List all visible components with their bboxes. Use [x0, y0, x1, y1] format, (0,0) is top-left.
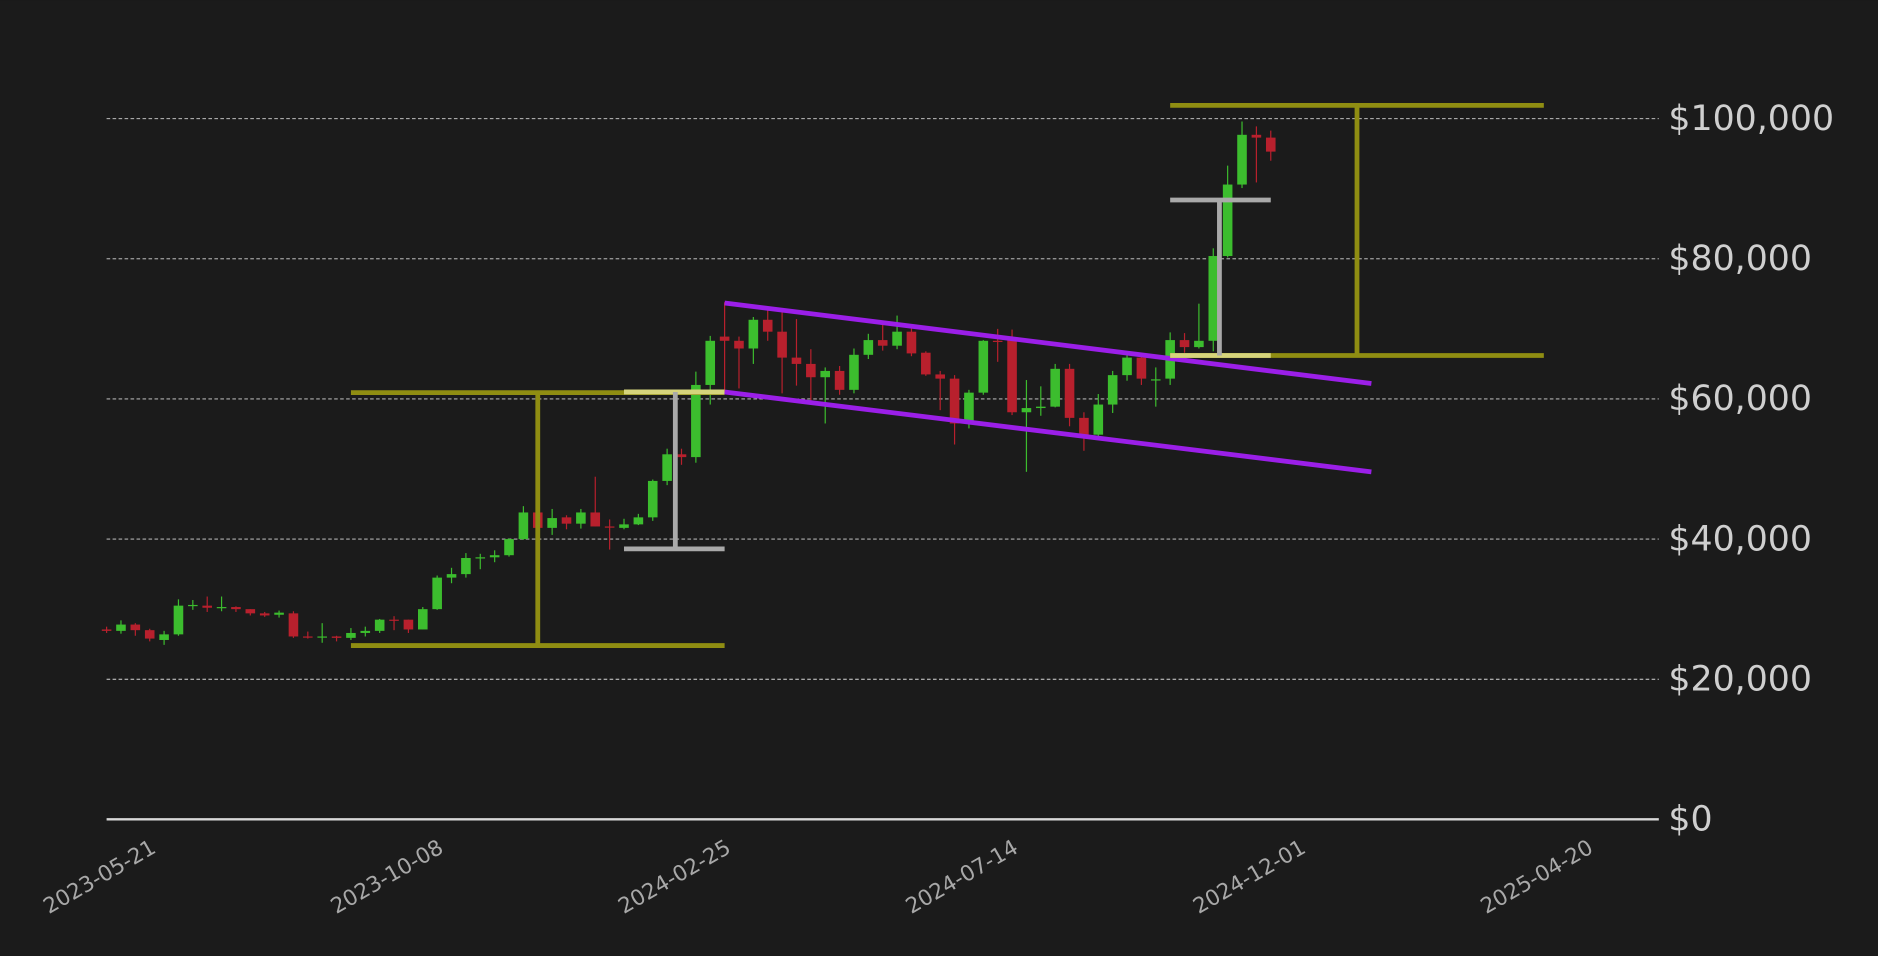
annotations	[350, 102, 1544, 648]
candle-body	[849, 354, 859, 390]
candle-body	[691, 384, 701, 458]
candle-body	[877, 340, 888, 346]
candle-body	[130, 624, 141, 631]
candle-body	[921, 352, 931, 375]
candle-body	[1079, 417, 1089, 436]
candle-body	[1050, 368, 1060, 407]
candle-body	[188, 604, 198, 607]
candle-body	[806, 363, 816, 378]
candle-body	[489, 555, 500, 558]
candle-body	[777, 331, 787, 358]
candle-body	[633, 517, 644, 525]
candle-body	[978, 340, 989, 393]
candle-body	[863, 340, 874, 355]
y-tick-label: $0	[1668, 800, 1712, 840]
candle-body	[403, 619, 414, 630]
candle-body	[202, 605, 212, 608]
candle-body	[1136, 357, 1147, 379]
candle-body	[303, 636, 313, 638]
candle-body	[949, 378, 960, 424]
candle-body	[1093, 404, 1104, 435]
y-tick-label: $20,000	[1668, 659, 1812, 699]
candle-body	[1007, 337, 1017, 413]
candle-body	[604, 526, 615, 528]
candle-body	[374, 619, 385, 631]
candle-body	[619, 524, 629, 528]
candle-body	[144, 630, 155, 639]
y-tick-label: $40,000	[1668, 519, 1812, 559]
candle-body	[274, 612, 284, 615]
candle-body	[1036, 406, 1046, 409]
y-tick-label: $80,000	[1668, 239, 1812, 279]
candle-body	[1222, 184, 1233, 257]
candle-body	[1208, 256, 1219, 341]
candle-body	[116, 624, 126, 631]
candle-body	[748, 319, 759, 349]
candle-body	[331, 636, 342, 638]
candle-body	[346, 632, 356, 638]
candle-body	[1107, 375, 1118, 405]
candle-body	[360, 630, 371, 633]
candle-body	[518, 512, 529, 540]
candle-body	[245, 609, 256, 614]
candle-body	[561, 517, 572, 524]
candle-body	[992, 340, 1003, 342]
candle-body	[762, 319, 773, 332]
candle-body	[288, 613, 299, 637]
candle-body	[791, 357, 802, 364]
candle-body	[906, 331, 917, 354]
candle-body	[834, 370, 845, 390]
candle-body	[259, 613, 270, 616]
candle-body	[1064, 368, 1075, 418]
candle-body	[475, 557, 486, 559]
candle-body	[446, 574, 457, 578]
candle-body	[461, 558, 471, 575]
candle-body	[1194, 340, 1204, 348]
y-tick-label: $60,000	[1668, 379, 1812, 419]
candle-body	[576, 512, 586, 524]
candle-body	[159, 634, 169, 640]
candle-body	[231, 607, 241, 610]
annotation-line	[724, 300, 1372, 386]
candle-body	[317, 636, 327, 638]
candle-body	[1179, 340, 1190, 348]
candle-body	[101, 629, 112, 631]
candle-body	[216, 607, 227, 609]
candle-body	[734, 340, 744, 349]
candle-body	[1150, 379, 1161, 381]
candle-body	[662, 454, 672, 481]
candle-body	[1251, 134, 1262, 138]
candle-body	[432, 577, 442, 610]
candle-body	[417, 609, 428, 630]
candle-body	[590, 512, 601, 527]
candle-body	[1021, 408, 1032, 413]
candle-body	[892, 331, 902, 346]
candle-body	[647, 480, 658, 518]
candle-body	[1237, 134, 1247, 185]
candle-body	[547, 518, 557, 528]
grid	[106, 118, 1659, 680]
candle-body	[173, 605, 184, 635]
candle-body	[676, 454, 687, 458]
candle-body	[964, 392, 974, 424]
candle-body	[705, 340, 716, 385]
candles	[101, 121, 1276, 645]
candle-body	[935, 374, 945, 379]
candle-body	[820, 370, 831, 378]
candle-body	[1122, 357, 1132, 376]
candle-body	[719, 336, 730, 341]
candle-body	[389, 619, 399, 621]
y-tick-label: $100,000	[1668, 99, 1834, 139]
candle-body	[504, 539, 514, 556]
candle-body	[1265, 137, 1276, 152]
annotation-line	[724, 389, 1372, 475]
